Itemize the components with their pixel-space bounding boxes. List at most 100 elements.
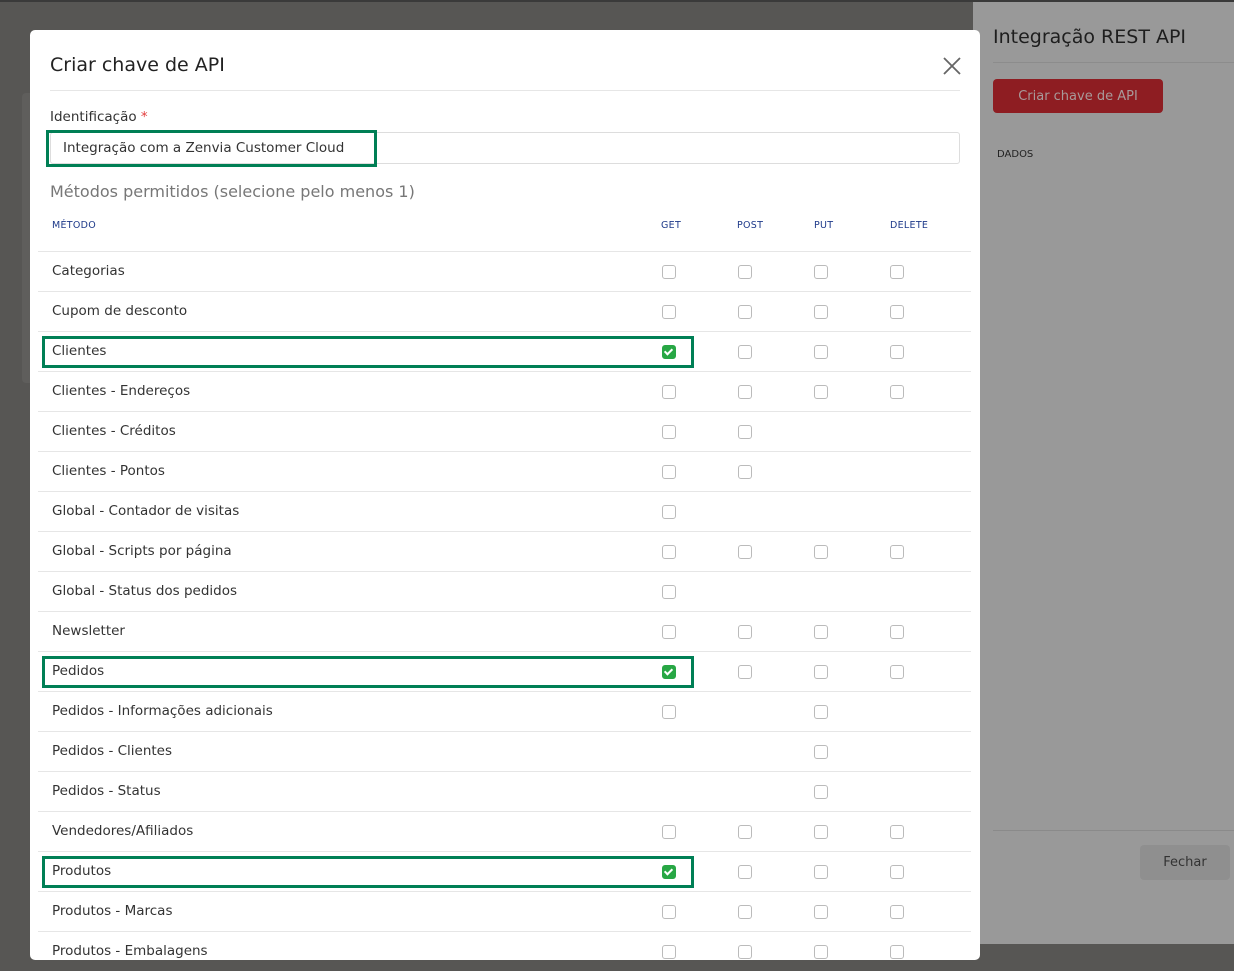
- methods-subtitle: Métodos permitidos (selecione pelo menos…: [50, 182, 415, 201]
- put-checkbox[interactable]: [814, 905, 828, 919]
- drawer-title: Integração REST API: [993, 26, 1187, 48]
- table-row: Pedidos: [38, 651, 971, 691]
- column-header-put: PUT: [814, 220, 834, 231]
- identification-input[interactable]: [50, 132, 960, 164]
- table-row: Pedidos - Clientes: [38, 731, 971, 771]
- table-row: Produtos - Marcas: [38, 891, 971, 931]
- delete-checkbox[interactable]: [890, 265, 904, 279]
- method-name: Produtos - Embalagens: [52, 943, 208, 959]
- method-name: Produtos - Marcas: [52, 903, 173, 919]
- column-header-get: GET: [661, 220, 682, 231]
- table-row: Clientes - Créditos: [38, 411, 971, 451]
- get-checkbox[interactable]: [662, 705, 676, 719]
- method-name: Clientes - Pontos: [52, 463, 165, 479]
- get-checkbox[interactable]: [662, 825, 676, 839]
- table-row: Pedidos - Informações adicionais: [38, 691, 971, 731]
- table-row: Clientes: [38, 331, 971, 371]
- post-checkbox[interactable]: [738, 345, 752, 359]
- method-name: Pedidos - Informações adicionais: [52, 703, 273, 719]
- delete-checkbox[interactable]: [890, 945, 904, 959]
- get-checkbox[interactable]: [662, 865, 676, 879]
- get-checkbox[interactable]: [662, 265, 676, 279]
- get-checkbox[interactable]: [662, 385, 676, 399]
- put-checkbox[interactable]: [814, 665, 828, 679]
- put-checkbox[interactable]: [814, 705, 828, 719]
- method-name: Global - Scripts por página: [52, 543, 232, 559]
- method-name: Cupom de desconto: [52, 303, 188, 319]
- get-checkbox[interactable]: [662, 545, 676, 559]
- close-button[interactable]: Fechar: [1140, 845, 1230, 880]
- create-api-key-button[interactable]: Criar chave de API: [993, 79, 1163, 113]
- put-checkbox[interactable]: [814, 865, 828, 879]
- method-name: Pedidos: [52, 663, 105, 679]
- delete-checkbox[interactable]: [890, 545, 904, 559]
- method-name: Global - Contador de visitas: [52, 503, 240, 519]
- post-checkbox[interactable]: [738, 665, 752, 679]
- get-checkbox[interactable]: [662, 905, 676, 919]
- get-checkbox[interactable]: [662, 345, 676, 359]
- divider: [993, 62, 1234, 63]
- put-checkbox[interactable]: [814, 785, 828, 799]
- method-name: Clientes - Endereços: [52, 383, 191, 399]
- post-checkbox[interactable]: [738, 945, 752, 959]
- method-name: Produtos: [52, 863, 112, 879]
- put-checkbox[interactable]: [814, 745, 828, 759]
- column-header-delete: DELETE: [890, 220, 929, 231]
- post-checkbox[interactable]: [738, 905, 752, 919]
- method-name: Vendedores/Afiliados: [52, 823, 194, 839]
- put-checkbox[interactable]: [814, 625, 828, 639]
- rest-api-drawer: Integração REST API Criar chave de API D…: [973, 2, 1234, 944]
- table-row: Pedidos - Status: [38, 771, 971, 811]
- delete-checkbox[interactable]: [890, 865, 904, 879]
- table-row: Clientes - Endereços: [38, 371, 971, 411]
- method-name: Pedidos - Clientes: [52, 743, 173, 759]
- highlight-box: [42, 336, 694, 368]
- delete-checkbox[interactable]: [890, 665, 904, 679]
- post-checkbox[interactable]: [738, 465, 752, 479]
- column-header-method: MÉTODO: [52, 220, 97, 231]
- put-checkbox[interactable]: [814, 545, 828, 559]
- get-checkbox[interactable]: [662, 305, 676, 319]
- methods-table: Categorias Cupom de desconto Clientes Clien…: [38, 251, 971, 971]
- get-checkbox[interactable]: [662, 585, 676, 599]
- get-checkbox[interactable]: [662, 665, 676, 679]
- post-checkbox[interactable]: [738, 425, 752, 439]
- delete-checkbox[interactable]: [890, 825, 904, 839]
- divider: [993, 830, 1234, 831]
- table-row: Clientes - Pontos: [38, 451, 971, 491]
- highlight-box: [42, 656, 694, 688]
- post-checkbox[interactable]: [738, 825, 752, 839]
- delete-checkbox[interactable]: [890, 385, 904, 399]
- put-checkbox[interactable]: [814, 305, 828, 319]
- table-row: Cupom de desconto: [38, 291, 971, 331]
- put-checkbox[interactable]: [814, 265, 828, 279]
- highlight-box: [42, 856, 694, 888]
- delete-checkbox[interactable]: [890, 345, 904, 359]
- post-checkbox[interactable]: [738, 625, 752, 639]
- close-icon[interactable]: [940, 54, 964, 78]
- table-row: Vendedores/Afiliados: [38, 811, 971, 851]
- post-checkbox[interactable]: [738, 385, 752, 399]
- identification-label: Identificação *: [50, 109, 148, 125]
- delete-checkbox[interactable]: [890, 905, 904, 919]
- get-checkbox[interactable]: [662, 945, 676, 959]
- get-checkbox[interactable]: [662, 625, 676, 639]
- section-label: DADOS: [997, 149, 1034, 160]
- put-checkbox[interactable]: [814, 945, 828, 959]
- post-checkbox[interactable]: [738, 865, 752, 879]
- delete-checkbox[interactable]: [890, 625, 904, 639]
- get-checkbox[interactable]: [662, 465, 676, 479]
- delete-checkbox[interactable]: [890, 305, 904, 319]
- table-row: Global - Status dos pedidos: [38, 571, 971, 611]
- get-checkbox[interactable]: [662, 505, 676, 519]
- method-name: Pedidos - Status: [52, 783, 161, 799]
- post-checkbox[interactable]: [738, 305, 752, 319]
- put-checkbox[interactable]: [814, 345, 828, 359]
- post-checkbox[interactable]: [738, 265, 752, 279]
- put-checkbox[interactable]: [814, 385, 828, 399]
- post-checkbox[interactable]: [738, 545, 752, 559]
- put-checkbox[interactable]: [814, 825, 828, 839]
- highlight-box: [46, 130, 377, 167]
- method-name: Categorias: [52, 263, 125, 279]
- get-checkbox[interactable]: [662, 425, 676, 439]
